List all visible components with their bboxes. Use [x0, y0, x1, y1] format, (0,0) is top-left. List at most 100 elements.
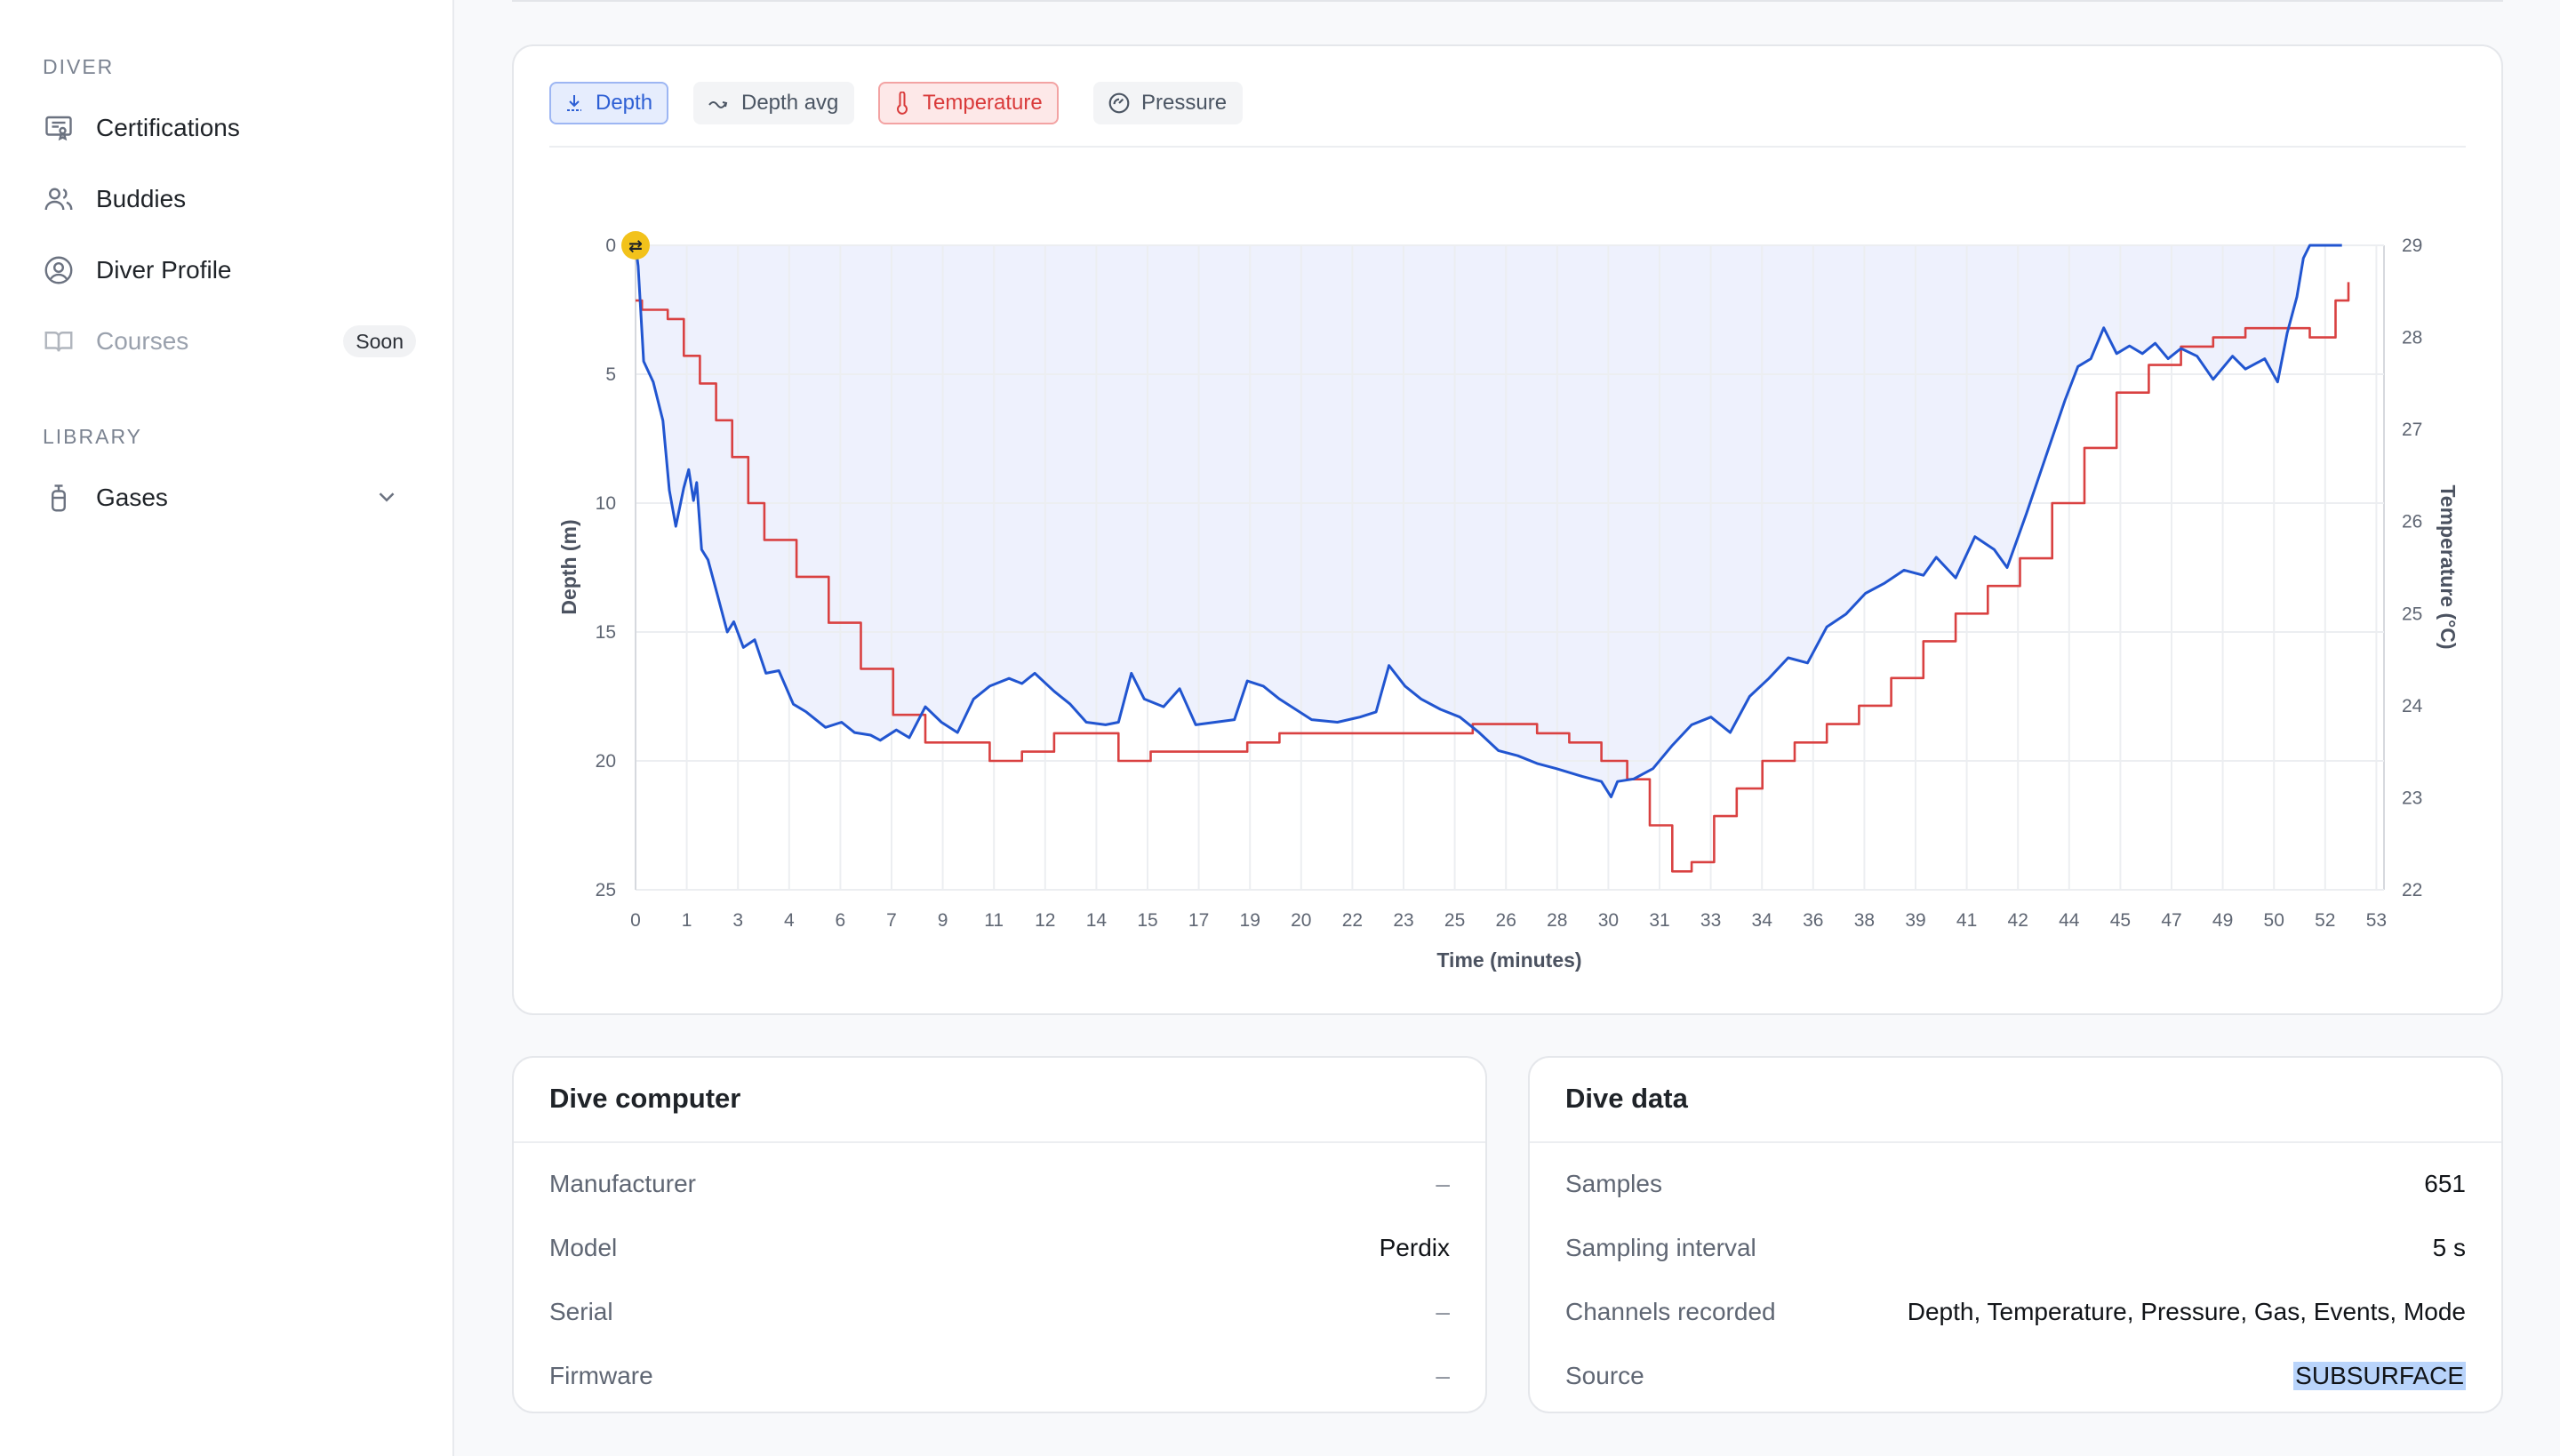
- row-value: Depth, Temperature, Pressure, Gas, Event…: [1907, 1298, 2466, 1325]
- sidebar-item-label: Gases: [96, 484, 168, 511]
- info-row-source: Source SUBSURFACE: [1565, 1358, 2466, 1394]
- user-circle-icon: [39, 251, 78, 290]
- x-tick-label: 22: [1342, 910, 1363, 931]
- row-value: –: [1436, 1298, 1450, 1325]
- x-tick-label: 20: [1291, 910, 1311, 931]
- y-tick-label: 10: [596, 493, 616, 514]
- row-value: –: [1436, 1362, 1450, 1389]
- x-tick-label: 49: [2212, 910, 2233, 931]
- y-tick-label: 15: [596, 622, 616, 643]
- y-tick-label: 20: [596, 751, 616, 772]
- info-row-channels: Channels recorded Depth, Temperature, Pr…: [1565, 1294, 2466, 1330]
- x-tick-label: 0: [630, 910, 641, 931]
- x-tick-label: 25: [1444, 910, 1465, 931]
- sidebar-item-label: Courses: [96, 327, 189, 355]
- y2-tick-label: 28: [2402, 328, 2422, 348]
- y-axis-label: Depth (m): [557, 519, 580, 614]
- y-tick-label: 5: [605, 364, 616, 385]
- row-key: Manufacturer: [549, 1170, 696, 1197]
- depth-area-fill: [636, 245, 2344, 797]
- y2-tick-label: 22: [2402, 880, 2422, 900]
- toggle-pressure[interactable]: Pressure: [1093, 82, 1244, 124]
- row-key: Serial: [549, 1298, 613, 1325]
- x-tick-label: 19: [1240, 910, 1260, 931]
- y2-tick-label: 24: [2402, 696, 2423, 716]
- row-key: Channels recorded: [1565, 1298, 1776, 1325]
- dive-profile-chart[interactable]: 0 1 3 4 6 7 9 11 12 14 15 17 19 20 22 23 25 26 28 30 31 33 34 3…: [514, 46, 2505, 1017]
- row-value[interactable]: SUBSURFACE: [2293, 1362, 2466, 1390]
- soon-badge: Soon: [343, 325, 416, 357]
- sidebar-item-diver-profile[interactable]: Diver Profile: [39, 242, 416, 299]
- gauge-icon: [1108, 92, 1130, 114]
- certificate-icon: [39, 108, 78, 148]
- row-key: Samples: [1565, 1170, 1662, 1197]
- users-icon: [39, 180, 78, 219]
- tank-icon: [39, 478, 78, 517]
- toggle-label: Depth: [596, 91, 653, 115]
- x-tick-label: 23: [1393, 910, 1413, 931]
- sidebar-item-gases[interactable]: Gases: [39, 469, 416, 526]
- toggle-temperature[interactable]: Temperature: [878, 82, 1059, 124]
- y2-tick-label: 29: [2402, 236, 2422, 256]
- x-tick-label: 44: [2059, 910, 2080, 931]
- y2-tick-label: 27: [2402, 420, 2422, 440]
- x-tick-label: 50: [2264, 910, 2284, 931]
- x-tick-label: 34: [1752, 910, 1773, 931]
- card-title: Dive computer: [549, 1083, 741, 1114]
- toolbar-divider: [549, 146, 2466, 148]
- row-key: Model: [549, 1234, 618, 1261]
- x-tick-label: 14: [1086, 910, 1108, 931]
- section-label-diver: DIVER: [43, 55, 115, 78]
- trend-icon: [708, 101, 728, 108]
- row-key: Firmware: [549, 1362, 653, 1389]
- dive-profile-chart-card: Depth Depth avg Temperature Pressure 0 1 3…: [512, 44, 2503, 1015]
- x-tick-label: 39: [1905, 910, 1925, 931]
- x-tick-label: 30: [1598, 910, 1619, 931]
- info-row-manufacturer: Manufacturer –: [549, 1166, 1450, 1202]
- x-tick-label: 31: [1649, 910, 1669, 931]
- y2-tick-label: 25: [2402, 604, 2422, 624]
- card-divider: [1530, 1141, 2501, 1143]
- y-tick-label: 0: [605, 236, 616, 256]
- toggle-label: Depth avg: [741, 91, 839, 115]
- x-tick-label: 33: [1700, 910, 1721, 931]
- sidebar-item-label: Buddies: [96, 185, 187, 212]
- thermometer-icon: [897, 92, 908, 115]
- row-value: 5 s: [2432, 1234, 2466, 1261]
- info-row-model: Model Perdix: [549, 1230, 1450, 1266]
- info-row-samples: Samples 651: [1565, 1166, 2466, 1202]
- dive-computer-card: Dive computer Manufacturer – Model Perdi…: [512, 1056, 1487, 1413]
- x-tick-label: 45: [2110, 910, 2131, 931]
- y-tick-label: 25: [596, 880, 616, 900]
- sidebar-item-label: Diver Profile: [96, 256, 232, 284]
- row-key: Sampling interval: [1565, 1234, 1756, 1261]
- x-tick-label: 47: [2161, 910, 2181, 931]
- depth-series-line: [634, 244, 2342, 799]
- toggle-depth[interactable]: Depth: [549, 82, 669, 124]
- previous-card-edge: [512, 0, 2503, 2]
- toggle-depth-avg[interactable]: Depth avg: [693, 82, 855, 124]
- sidebar-item-certifications[interactable]: Certifications: [39, 100, 416, 156]
- x-tick-label: 17: [1188, 910, 1209, 931]
- gas-switch-marker: [621, 231, 650, 260]
- x-tick-label: 4: [784, 910, 795, 931]
- x-tick-label: 1: [682, 910, 692, 931]
- sidebar-item-buddies[interactable]: Buddies: [39, 171, 416, 228]
- y2-tick-label: 26: [2402, 512, 2422, 532]
- sidebar: DIVER Certifications Buddies Diver Profi…: [0, 0, 454, 1456]
- book-icon: [39, 322, 78, 361]
- gas-switch-icon: ⇄: [628, 236, 643, 256]
- x-tick-label: 12: [1035, 910, 1055, 931]
- chevron-down-icon[interactable]: [373, 484, 400, 515]
- toggle-label: Pressure: [1141, 91, 1228, 115]
- x-tick-label: 15: [1137, 910, 1157, 931]
- row-value: –: [1436, 1170, 1450, 1197]
- x-tick-label: 36: [1803, 910, 1823, 931]
- x-tick-label: 3: [732, 910, 743, 931]
- y2-axis-label: Temperature (°C): [2436, 484, 2460, 649]
- x-tick-label: 9: [938, 910, 948, 931]
- info-row-serial: Serial –: [549, 1294, 1450, 1330]
- card-title: Dive data: [1565, 1083, 1688, 1114]
- info-row-firmware: Firmware –: [549, 1358, 1450, 1394]
- row-value: 651: [2424, 1170, 2466, 1197]
